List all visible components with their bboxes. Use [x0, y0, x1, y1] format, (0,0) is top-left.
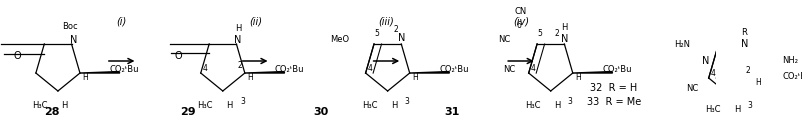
- Text: H: H: [574, 73, 581, 81]
- Text: Boc: Boc: [62, 22, 78, 31]
- Text: 2: 2: [237, 61, 241, 70]
- Text: CO₂ᵗBu: CO₂ᵗBu: [439, 65, 468, 74]
- Text: H: H: [553, 101, 560, 110]
- Text: 31: 31: [444, 107, 460, 117]
- Text: 32  R = H: 32 R = H: [589, 83, 637, 93]
- Text: 4: 4: [367, 64, 372, 73]
- Text: H₃C: H₃C: [362, 101, 377, 110]
- Text: H₃C: H₃C: [704, 106, 719, 115]
- Text: 5: 5: [374, 30, 379, 38]
- Text: 3: 3: [240, 97, 245, 106]
- Text: H: H: [391, 101, 396, 110]
- Text: 2: 2: [393, 25, 398, 35]
- Text: H: H: [247, 73, 253, 81]
- Text: H: H: [83, 73, 88, 81]
- Text: NC: NC: [502, 65, 515, 74]
- Text: H₂N: H₂N: [674, 41, 690, 49]
- Text: O: O: [13, 51, 21, 61]
- Polygon shape: [80, 72, 119, 73]
- Text: MeO: MeO: [330, 36, 349, 44]
- Polygon shape: [409, 72, 449, 73]
- Text: 3: 3: [747, 102, 751, 111]
- Text: H: H: [61, 101, 67, 110]
- Text: H: H: [225, 101, 232, 110]
- Text: N: N: [70, 35, 77, 45]
- Text: 5: 5: [537, 30, 541, 38]
- Text: N: N: [560, 34, 567, 44]
- Text: 4: 4: [710, 69, 715, 78]
- Text: CO₂ᵗBu: CO₂ᵗBu: [602, 65, 631, 74]
- Text: 6: 6: [516, 21, 521, 30]
- Text: 33  R = Me: 33 R = Me: [586, 97, 640, 107]
- Text: H: H: [733, 106, 739, 115]
- Text: N: N: [739, 39, 747, 49]
- Text: (i): (i): [116, 17, 127, 27]
- Polygon shape: [572, 72, 612, 73]
- Text: 3: 3: [567, 97, 572, 106]
- Text: CO₂ᵗBu: CO₂ᵗBu: [274, 65, 303, 74]
- Text: N: N: [397, 33, 404, 43]
- Text: (iii): (iii): [378, 17, 394, 27]
- Text: H: H: [755, 78, 760, 86]
- Text: 2: 2: [744, 66, 749, 75]
- Text: H: H: [411, 73, 417, 81]
- Text: N: N: [234, 35, 241, 45]
- Text: NH₂: NH₂: [781, 56, 797, 65]
- Text: 2: 2: [554, 30, 559, 38]
- Text: H: H: [561, 23, 567, 32]
- Text: O: O: [174, 51, 182, 61]
- Text: 3: 3: [404, 97, 409, 106]
- Text: CN: CN: [514, 7, 527, 16]
- Text: 4: 4: [530, 64, 535, 73]
- Text: H₃C: H₃C: [197, 101, 213, 110]
- Text: (iv): (iv): [512, 17, 529, 27]
- Polygon shape: [245, 72, 284, 73]
- Text: R: R: [740, 28, 747, 37]
- Text: NC: NC: [686, 84, 698, 92]
- Text: NC: NC: [497, 36, 510, 44]
- Text: H₃C: H₃C: [525, 101, 540, 110]
- Text: H₃C: H₃C: [32, 101, 48, 110]
- Text: (ii): (ii): [249, 17, 261, 27]
- Text: CO₂ᵗBu: CO₂ᵗBu: [781, 71, 802, 81]
- Text: 28: 28: [44, 107, 59, 117]
- Text: 29: 29: [180, 107, 195, 117]
- Text: CO₂ᵗBu: CO₂ᵗBu: [109, 65, 139, 74]
- Text: N: N: [701, 56, 709, 66]
- Text: H: H: [235, 25, 241, 33]
- Text: 30: 30: [313, 107, 328, 117]
- Text: 4: 4: [203, 64, 208, 73]
- Polygon shape: [751, 77, 792, 78]
